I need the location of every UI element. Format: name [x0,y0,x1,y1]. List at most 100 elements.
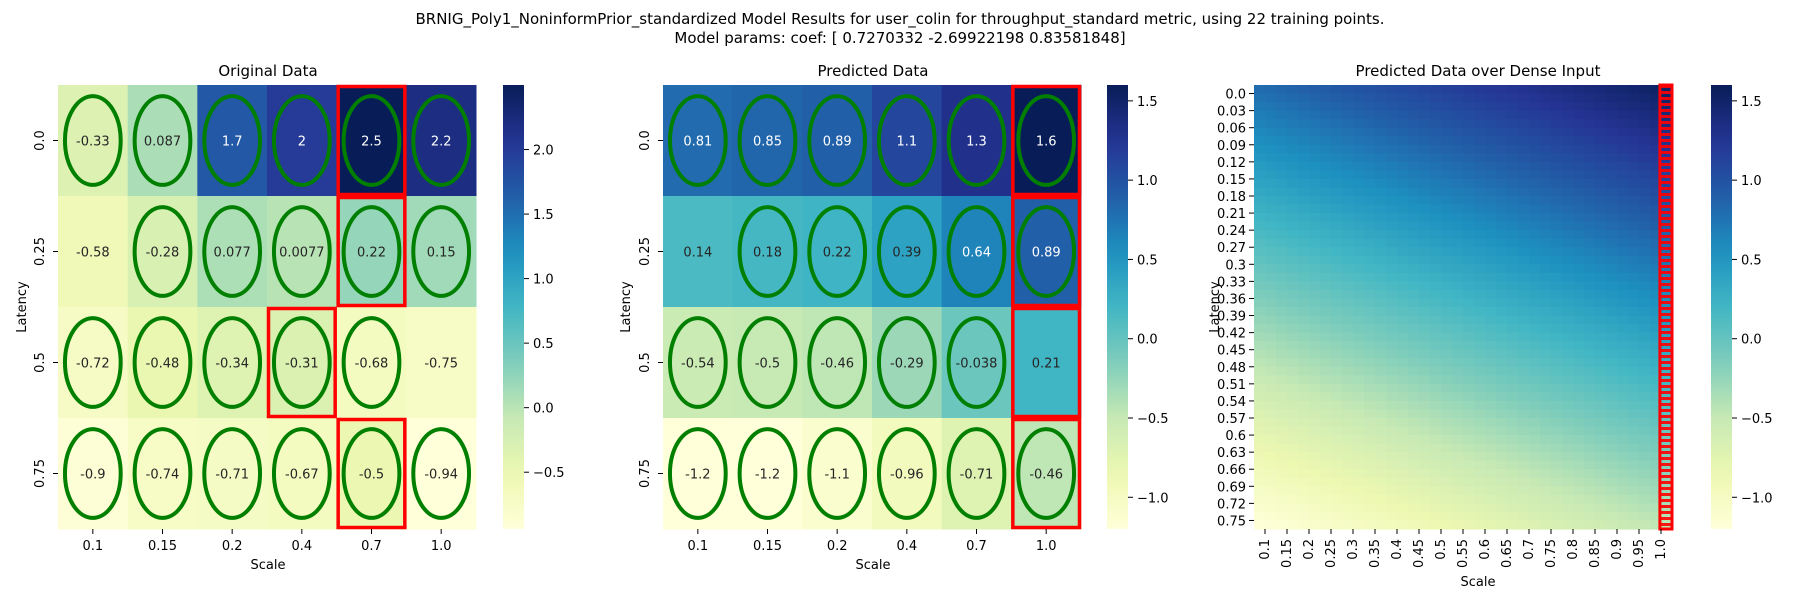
dense-heatmap-cell [1507,170,1519,180]
dense-heatmap-cell [1276,221,1288,231]
dense-heatmap-cell [1617,460,1629,470]
dense-heatmap-cell [1650,460,1662,470]
dense-heatmap-cell [1331,418,1343,428]
dense-heatmap-cell [1562,170,1574,180]
dense-heatmap-cell [1573,324,1585,334]
dense-heatmap-cell [1650,503,1662,513]
dense-heatmap-cell [1573,230,1585,240]
dense-heatmap-cell [1276,460,1288,470]
dense-heatmap-cell [1287,187,1299,197]
dense-heatmap-cell [1364,153,1376,163]
dense-heatmap-cell [1375,418,1387,428]
dense-heatmap-cell [1386,110,1398,120]
dense-heatmap-cell [1331,281,1343,291]
x-tick-label: 1.0 [431,539,452,554]
dense-heatmap-cell [1463,238,1475,248]
dense-heatmap-cell [1430,452,1442,462]
dense-heatmap-cell [1320,392,1332,402]
dense-heatmap-cell [1430,298,1442,308]
dense-heatmap-cell [1430,315,1442,325]
dense-heatmap-cell [1430,93,1442,103]
dense-heatmap-cell [1309,144,1321,154]
dense-heatmap-cell [1419,494,1431,504]
dense-heatmap-cell [1650,469,1662,479]
dense-heatmap-cell [1650,221,1662,231]
dense-heatmap-cell [1507,358,1519,368]
dense-heatmap-cell [1397,443,1409,453]
dense-heatmap-cell [1518,426,1530,436]
dense-heatmap-cell [1551,264,1563,274]
dense-heatmap-cell [1628,238,1640,248]
dense-heatmap-cell [1320,375,1332,385]
dense-heatmap-cell [1650,486,1662,496]
dense-heatmap-cell [1452,469,1464,479]
dense-heatmap-cell [1419,85,1431,95]
dense-heatmap-cell [1540,443,1552,453]
dense-heatmap-cell [1353,494,1365,504]
y-tick-label: 0.0 [638,130,653,151]
dense-heatmap-cell [1606,486,1618,496]
dense-heatmap-cell [1595,153,1607,163]
dense-heatmap-cell [1529,409,1541,419]
dense-heatmap-cell [1595,307,1607,317]
dense-heatmap-cell [1287,435,1299,445]
dense-heatmap-cell [1496,238,1508,248]
dense-heatmap-cell [1485,349,1497,359]
dense-heatmap-cell [1529,332,1541,342]
dense-heatmap-cell [1419,93,1431,103]
dense-heatmap-cell [1562,460,1574,470]
dense-heatmap-cell [1551,332,1563,342]
dense-heatmap-cell [1463,153,1475,163]
training-point-marker [807,205,868,298]
dense-heatmap-cell [1507,127,1519,137]
cell-value-label: -0.29 [890,357,924,372]
dense-heatmap-cell [1496,204,1508,214]
dense-heatmap-cell [1606,332,1618,342]
dense-heatmap-cell [1463,315,1475,325]
dense-heatmap-cell [1562,324,1574,334]
dense-heatmap-cell [1518,247,1530,257]
predicted-data-panel: Predicted Data Scale Latency 0.81 0.85 0.8… [619,62,1169,573]
dense-heatmap-cell [1408,221,1420,231]
dense-heatmap-cell [1595,486,1607,496]
dense-heatmap-cell [1551,178,1563,189]
dense-heatmap-cell [1353,110,1365,120]
dense-heatmap-cell [1265,136,1277,146]
figure-title-line1: BRNIG_Poly1_NoninformPrior_standardized … [416,10,1385,29]
dense-heatmap-cell [1276,426,1288,436]
dense-heatmap-cell [1441,272,1453,282]
dense-heatmap-cell [1309,435,1321,445]
x-tick-label: 1.0 [1654,539,1669,560]
dense-heatmap-cell [1441,307,1453,317]
dense-heatmap-cell [1331,307,1343,317]
dense-heatmap-cell [1650,400,1662,411]
dense-heatmap-cell [1419,247,1431,257]
dense-heatmap-cell [1507,477,1519,487]
dense-heatmap-cell [1331,153,1343,163]
dense-heatmap-cell [1661,392,1673,402]
dense-heatmap-cell [1584,435,1596,445]
dense-heatmap-cell [1562,435,1574,445]
dense-heatmap-cell [1298,375,1310,385]
dense-heatmap-cell [1606,477,1618,487]
dense-heatmap-cell [1540,187,1552,197]
dense-heatmap-cell [1507,383,1519,393]
dense-heatmap-cell [1617,93,1629,103]
dense-heatmap-cell [1331,213,1343,223]
dense-heatmap-cell [1463,127,1475,137]
dense-heatmap-cell [1628,289,1640,300]
dense-heatmap-cell [1463,161,1475,171]
dense-heatmap-cell [1320,281,1332,291]
dense-heatmap-cell [1342,238,1354,248]
training-point-marker [1016,94,1077,187]
dense-heatmap-cell [1364,272,1376,282]
dense-heatmap-cell [1584,452,1596,462]
x-tick-label: 0.75 [1544,539,1559,568]
dense-heatmap-cell [1606,409,1618,419]
dense-heatmap-cell [1606,460,1618,470]
cell-value-label: -0.72 [76,357,110,372]
dense-heatmap-cell [1375,435,1387,445]
dense-heatmap-cell [1562,332,1574,342]
figure-title-line2: Model params: coef: [ 0.7270332 -2.69922… [674,29,1125,47]
dense-heatmap-cell [1584,178,1596,189]
